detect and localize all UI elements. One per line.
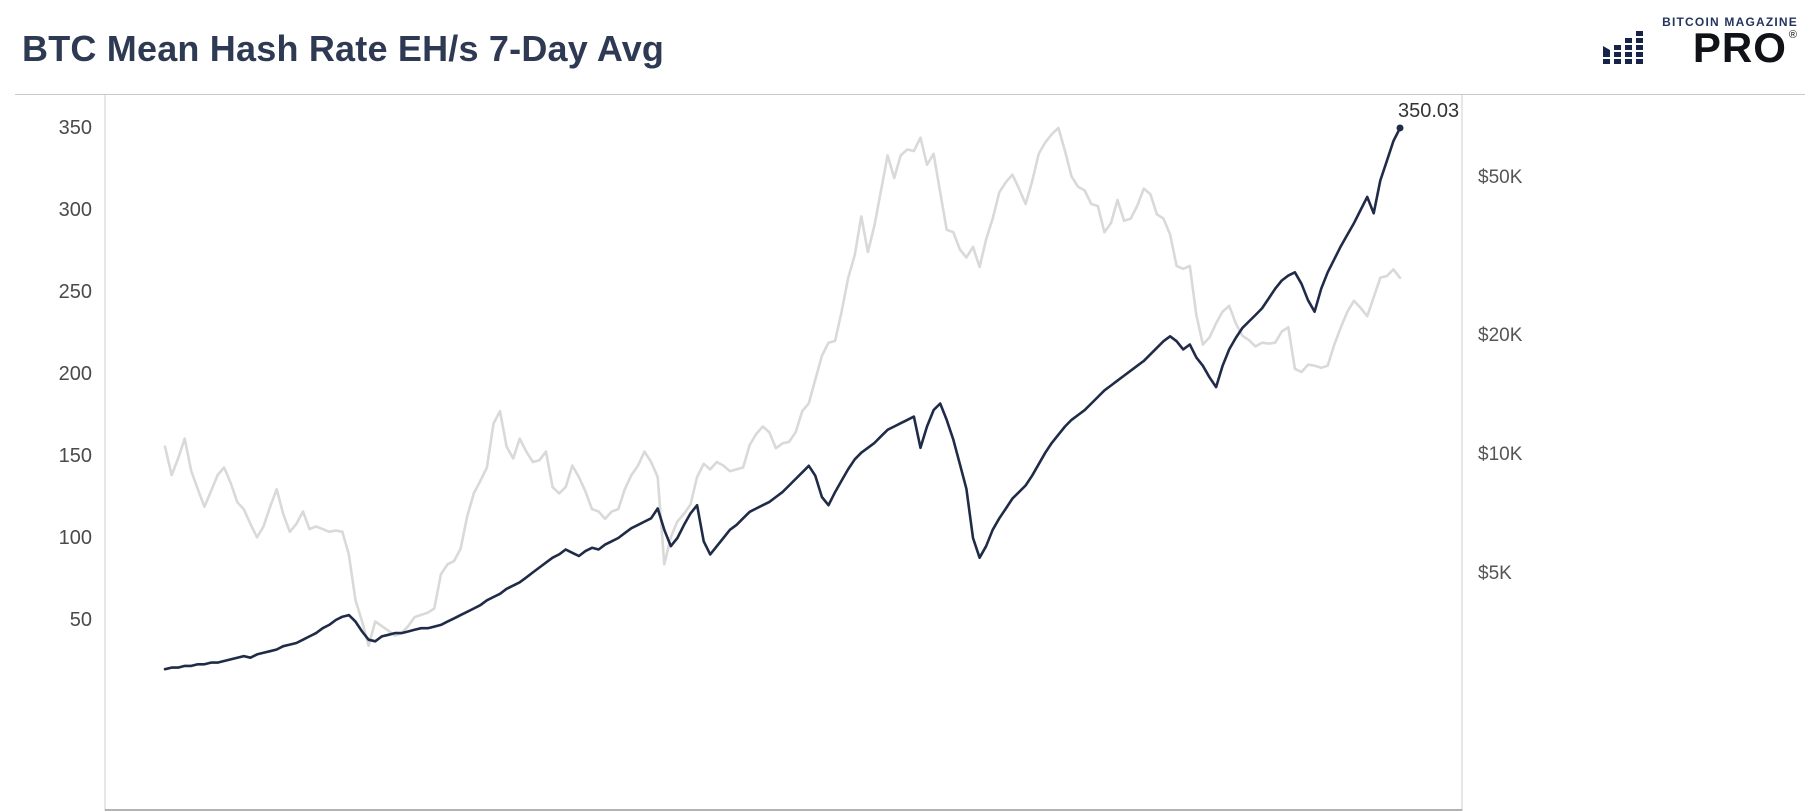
btc-price-line <box>163 126 1402 648</box>
page-title: BTC Mean Hash Rate EH/s 7-Day Avg <box>22 28 665 69</box>
left-axis-tick-label: 150 <box>58 445 92 467</box>
right-axis-tick-label: $20K <box>1478 324 1523 346</box>
latest-value-annotation: 350.03 <box>1398 100 1460 122</box>
logo-pro-word: PRO <box>1692 24 1787 71</box>
left-axis-tick-label: 300 <box>58 199 92 221</box>
registered-trademark-icon: ® <box>1788 29 1798 41</box>
left-axis-tick-label: 50 <box>69 609 92 631</box>
bitcoin-magazine-logo-icon <box>1603 30 1644 64</box>
hash-rate-endpoint-dot <box>1396 124 1404 132</box>
hash-rate-line <box>163 126 1402 671</box>
logo-text: BITCOIN MAGAZINE PRO ® <box>1662 15 1798 71</box>
right-axis-tick-label: $10K <box>1478 444 1523 465</box>
logo-pro-text: PRO ® <box>1692 24 1798 71</box>
left-axis-tick-label: 350 <box>58 117 92 139</box>
right-axis-tick-label: $50K <box>1478 166 1523 188</box>
header-divider <box>15 94 1805 95</box>
left-axis-tick-label: 250 <box>58 281 92 303</box>
right-axis-tick-label: $5K <box>1478 563 1512 585</box>
left-axis-tick-label: 100 <box>58 527 92 549</box>
logo-brand-text: BITCOIN MAGAZINE <box>1662 15 1798 29</box>
left-axis-tick-label: 200 <box>58 363 92 385</box>
bitcoin-magazine-pro-logo: BITCOIN MAGAZINE PRO ® <box>1601 15 1798 71</box>
